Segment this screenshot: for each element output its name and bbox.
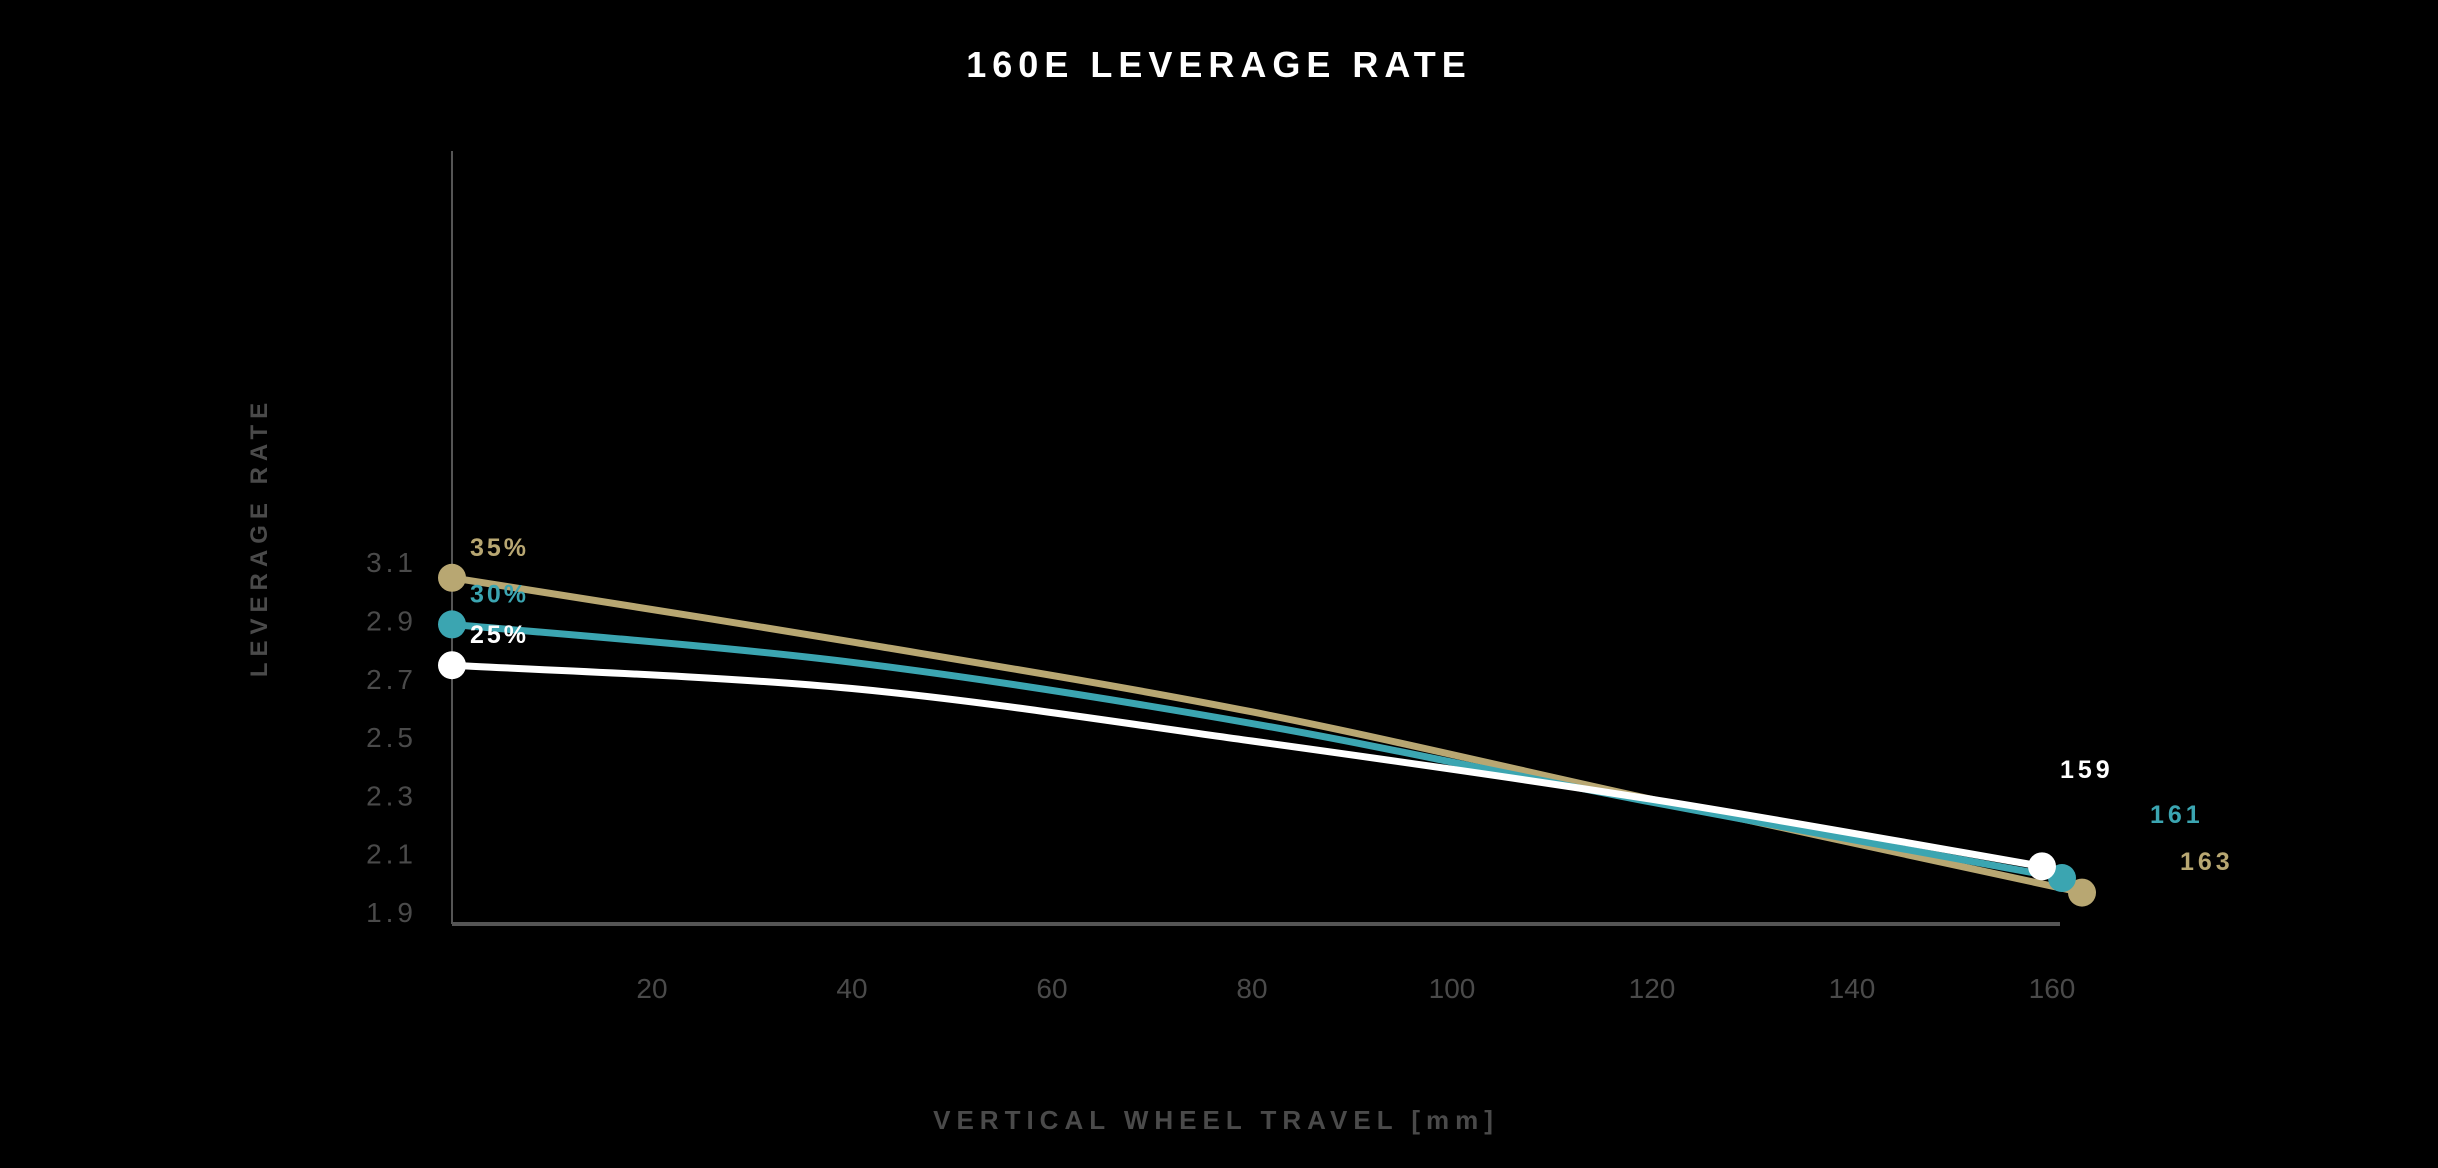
series-line-25pct xyxy=(448,661,2046,870)
x-tick-label: 160 xyxy=(2029,973,2076,1004)
y-tick-label: 2.3 xyxy=(366,780,417,811)
series-start-point xyxy=(438,651,466,680)
series-end-label: 161 xyxy=(2150,801,2204,829)
series-end-label: 163 xyxy=(2180,848,2234,876)
series-end-point xyxy=(2068,878,2096,907)
chart-title: 160E LEVERAGE RATE xyxy=(966,44,1472,85)
series-start-label: 30% xyxy=(470,580,529,608)
series-start-label: 25% xyxy=(470,621,529,649)
x-tick-label: 120 xyxy=(1629,973,1676,1004)
x-tick-label: 20 xyxy=(636,973,667,1004)
series-line-30pct xyxy=(448,620,2066,882)
y-tick-label: 2.7 xyxy=(366,664,417,695)
x-tick-label: 60 xyxy=(1036,973,1067,1004)
x-tick-label: 140 xyxy=(1829,973,1876,1004)
series-start-point xyxy=(438,563,466,592)
y-tick-label: 3.1 xyxy=(366,547,417,578)
x-axis-label: VERTICAL WHEEL TRAVEL [mm] xyxy=(933,1105,1499,1135)
series-line-35pct xyxy=(448,574,2086,897)
y-tick-label: 2.9 xyxy=(366,606,417,637)
y-tick-label: 1.9 xyxy=(366,897,417,928)
series-start-label: 35% xyxy=(470,534,529,562)
x-tick-label: 40 xyxy=(836,973,867,1004)
y-tick-label: 2.5 xyxy=(366,722,417,753)
series-start-point xyxy=(438,610,466,639)
x-tick-label: 80 xyxy=(1236,973,1267,1004)
series-end-label: 159 xyxy=(2060,756,2114,784)
series-end-point xyxy=(2028,852,2056,881)
x-tick-label: 100 xyxy=(1429,973,1476,1004)
y-tick-label: 2.1 xyxy=(366,839,417,870)
